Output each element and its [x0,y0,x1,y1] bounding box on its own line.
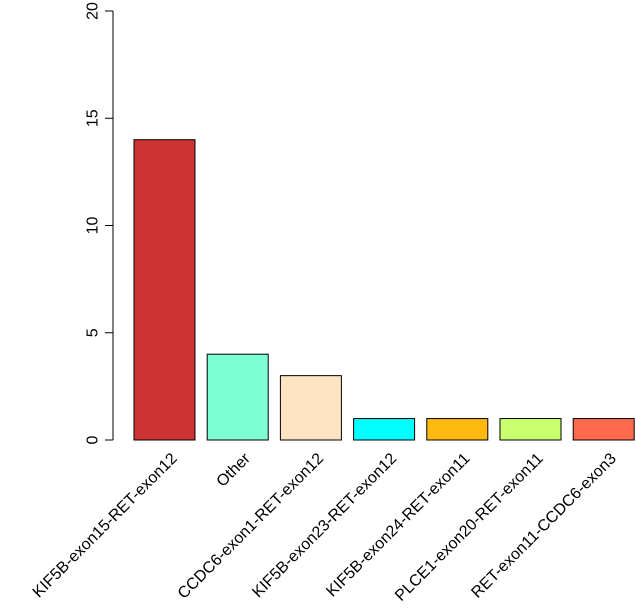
x-tick-label: KIF5B-exon15-RET-exon12 [30,450,181,601]
bar [353,418,416,441]
y-tick-label: 0 [85,435,102,444]
x-tick-label: Other [214,450,255,491]
y-tick-label: 15 [85,109,102,127]
bar [133,139,196,441]
x-tick-labels: KIF5B-exon15-RET-exon12 OtherCCDC6-exon1-… [30,450,620,605]
x-tick-label: RET-exon11-CCDC6-exon3 [468,450,619,601]
y-tick-label: 5 [85,328,102,337]
x-tick-label: KIF5B-exon24-RET-exon11 [323,450,473,600]
bars-group [133,139,635,441]
x-tick-label: CCDC6-exon1-RET-exon12 [175,450,327,602]
y-axis: 0 5 10 15 20 [85,2,114,444]
x-tick-label: KIF5B-exon23-RET-exon12 [249,450,400,601]
x-tick-label: PLCE1-exon20-RET-exon11 [392,450,547,605]
bar [426,418,489,441]
bar [279,375,342,441]
bar [572,418,635,441]
bar [499,418,562,441]
y-tick-label: 20 [85,2,102,20]
y-tick-label: 10 [85,217,102,235]
bar [206,353,269,441]
